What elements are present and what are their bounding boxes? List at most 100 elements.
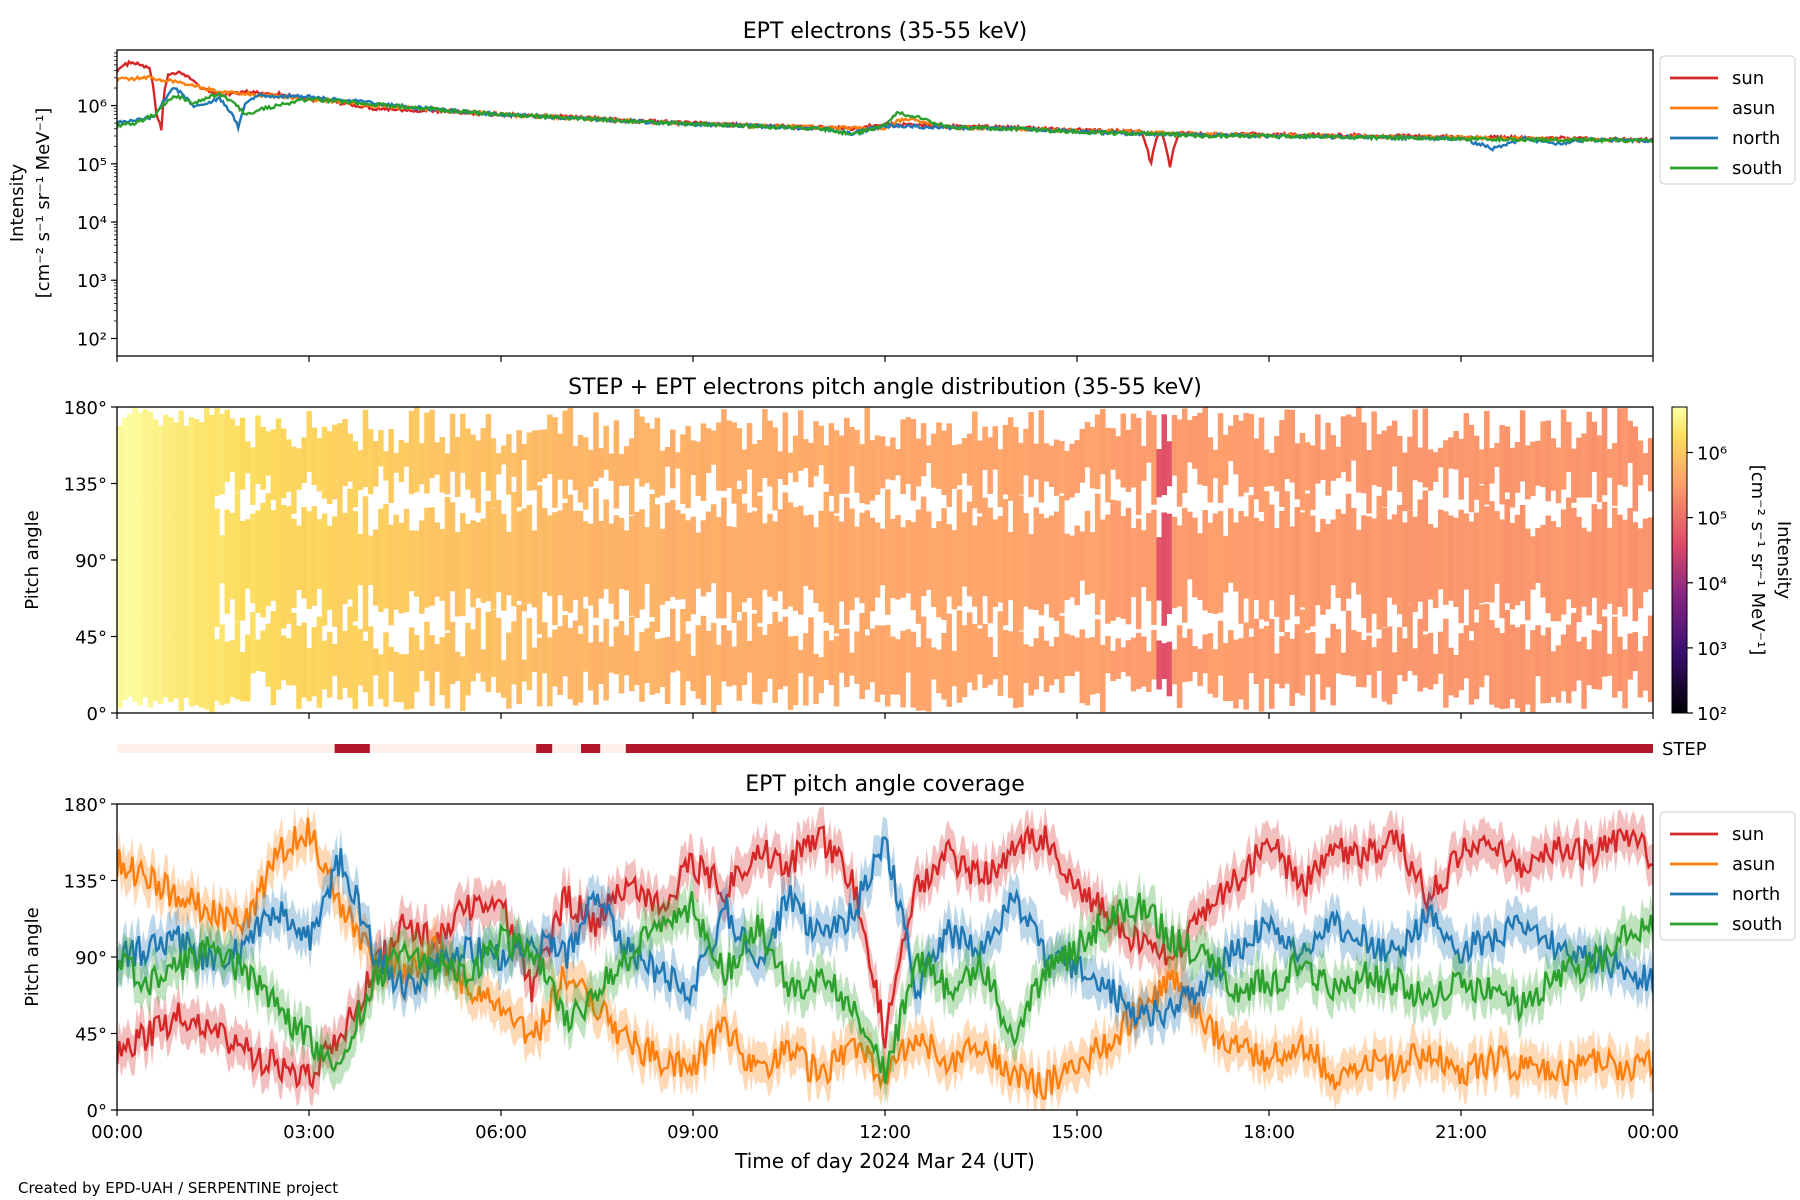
pad-cell: [1560, 509, 1567, 615]
pad-cell: [1064, 633, 1070, 676]
pad-cell: [1048, 515, 1055, 618]
pad-cell: [480, 518, 487, 603]
pad-cell: [214, 508, 220, 627]
pad-cell: [1258, 417, 1265, 512]
pad-cell: [1412, 648, 1418, 676]
pad-cell: [214, 639, 220, 702]
pad-cell: [373, 648, 379, 676]
pad-cell: [173, 488, 179, 606]
pad-cell: [623, 530, 630, 591]
pad-cell: [690, 655, 696, 692]
pad-cell: [280, 428, 287, 499]
pad-cell: [1161, 414, 1167, 495]
pad-cell: [255, 639, 261, 671]
pad-cell: [521, 444, 527, 460]
pad-cell: [454, 651, 461, 681]
pad-cell: [1427, 449, 1434, 491]
pad-cell: [132, 618, 138, 702]
pad-cell: [1330, 435, 1336, 481]
pad-cell: [1376, 434, 1383, 487]
pad-cell: [1013, 488, 1019, 623]
pad-cell: [245, 441, 251, 474]
legend-box: [1659, 55, 1796, 185]
step-availability-bar: [117, 744, 1653, 753]
pad-cell: [1391, 652, 1398, 695]
pad-cell: [1002, 630, 1009, 676]
pad-cell: [1484, 506, 1490, 602]
pad-cell: [1130, 413, 1137, 488]
pad-cell: [598, 641, 604, 684]
pad-cell: [265, 493, 271, 607]
pad-cell: [951, 650, 958, 687]
pad-cell: [234, 425, 241, 493]
pad-cell: [367, 535, 374, 585]
pad-cell: [1591, 629, 1598, 690]
pad-cell: [772, 611, 778, 703]
pad-cell: [629, 438, 635, 515]
pad-cell: [301, 437, 307, 484]
coverage-legend: sun asun north south: [1659, 811, 1796, 941]
pad-cell: [1202, 510, 1208, 611]
intensity-x-ticks: [116, 356, 1654, 362]
pad-cell: [316, 519, 323, 589]
pad-cell: [1100, 519, 1106, 600]
pad-cell: [1100, 408, 1106, 475]
pad-cell: [1366, 635, 1372, 676]
pad-cell: [1391, 514, 1398, 605]
pad-cell: [1013, 622, 1019, 709]
pad-cell: [511, 452, 517, 477]
pad-cell: [895, 449, 901, 476]
pad-cell: [127, 413, 133, 496]
step-on-segment: [625, 744, 1653, 753]
pad-cell: [1525, 528, 1531, 621]
pad-cell: [997, 449, 1004, 508]
pad-cell: [1192, 416, 1198, 469]
pad-cell: [193, 419, 200, 506]
intensity-line-north: [117, 86, 1653, 152]
pad-cell: [613, 515, 620, 620]
pad-cell: [961, 625, 968, 698]
pad-cell: [782, 492, 789, 610]
pad-cell: [782, 412, 789, 485]
pad-cell: [1402, 522, 1408, 627]
pad-cell: [562, 503, 568, 611]
pad-cell: [1499, 519, 1505, 619]
pad-cell: [588, 449, 594, 487]
pad-cell: [296, 625, 302, 709]
pad-cell: [572, 446, 579, 491]
pad-cell: [925, 511, 932, 590]
pad-cell: [705, 630, 712, 676]
pad-cell: [1473, 435, 1480, 500]
pad-cell: [137, 486, 143, 622]
pad-cell: [567, 494, 574, 613]
pad-cell: [895, 515, 901, 600]
pad-cell: [188, 417, 195, 504]
pad-cell: [1468, 521, 1475, 632]
pad-cell: [797, 649, 804, 674]
legend-label-north: north: [1732, 884, 1780, 905]
intensity-y-label: Intensity: [7, 163, 28, 242]
pad-cell: [1325, 422, 1331, 496]
pad-cell: [291, 446, 297, 514]
pad-cell: [439, 437, 446, 493]
pad-cell: [915, 647, 922, 711]
pad-cell: [700, 615, 707, 705]
pad-cell: [1432, 527, 1439, 609]
coverage-panel-title: EPT pitch angle coverage: [745, 772, 1025, 797]
pad-cell: [506, 434, 512, 495]
pad-cell: [1637, 440, 1644, 486]
pad-cell: [1504, 609, 1511, 709]
pad-cell: [547, 637, 553, 707]
pad-cell: [1345, 493, 1352, 599]
colorbar-tick-label: 10⁵: [1697, 509, 1727, 530]
pad-cell: [762, 634, 768, 692]
pad-cell: [1171, 516, 1178, 609]
pad-cell: [1366, 450, 1372, 514]
colorbar: 10² 10³ 10⁴ 10⁵ 10⁶ Intensity [cm⁻² s⁻¹ sr⁻¹…: [1671, 406, 1794, 725]
pad-cell: [946, 423, 952, 508]
pad-cell: [383, 632, 389, 707]
pad-cell: [1171, 649, 1178, 685]
pad-cell: [219, 535, 225, 584]
pad-cell: [588, 642, 594, 691]
pad-cell: [1269, 619, 1275, 709]
